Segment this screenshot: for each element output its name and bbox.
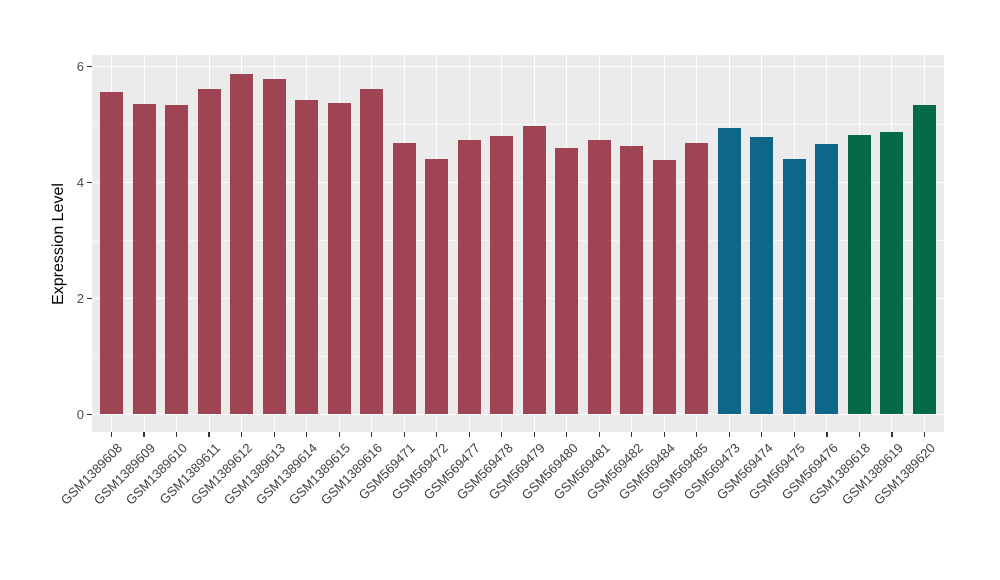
x-axis-tick — [826, 432, 828, 437]
bar-GSM1389611 — [197, 88, 221, 414]
y-axis-tick — [87, 297, 92, 299]
x-axis-tick — [631, 432, 633, 437]
x-axis-tick — [891, 432, 893, 437]
x-axis-tick — [175, 432, 178, 437]
x-axis-tick — [306, 432, 308, 437]
bar-GSM1389619 — [880, 132, 904, 414]
bar-GSM1389616 — [360, 89, 384, 414]
minor-gridline — [92, 356, 944, 357]
plot-panel — [92, 55, 944, 432]
x-axis-tick — [598, 432, 600, 437]
x-axis-tick — [403, 432, 405, 437]
bar-GSM569484 — [652, 159, 676, 414]
x-axis-tick — [663, 432, 665, 437]
y-tick-label: 6 — [76, 58, 84, 74]
major-gridline — [92, 413, 944, 416]
bar-GSM1389615 — [327, 103, 351, 414]
bar-GSM569473 — [717, 128, 741, 414]
x-axis-tick — [501, 432, 503, 437]
bar-GSM1389609 — [132, 103, 156, 414]
x-axis-tick — [696, 432, 698, 437]
x-axis-tick — [761, 432, 763, 437]
x-axis-tick — [923, 432, 926, 437]
bar-GSM1389614 — [295, 100, 319, 414]
major-gridline — [92, 297, 944, 300]
bar-GSM569475 — [782, 158, 806, 414]
bar-GSM569482 — [620, 146, 644, 414]
bar-GSM569477 — [457, 139, 481, 414]
x-axis-tick — [533, 432, 535, 437]
y-axis-tick — [87, 65, 92, 67]
bar-GSM569471 — [392, 143, 416, 414]
y-tick-label: 4 — [76, 174, 84, 190]
x-axis-tick — [338, 432, 340, 437]
x-axis-tick — [371, 432, 373, 437]
y-axis-tick — [87, 413, 92, 415]
bar-GSM1389610 — [165, 105, 189, 414]
y-tick-label: 2 — [76, 290, 84, 306]
x-axis-tick — [793, 432, 795, 437]
y-axis-title: Expression Level — [50, 182, 67, 305]
minor-gridline — [92, 240, 944, 241]
bar-GSM1389618 — [847, 135, 871, 414]
bar-GSM1389613 — [262, 78, 286, 414]
x-axis-tick — [468, 432, 470, 437]
major-gridline — [92, 181, 944, 184]
x-axis-tick — [436, 432, 438, 437]
bar-GSM1389620 — [913, 104, 936, 414]
bar-GSM569474 — [750, 137, 774, 414]
bar-GSM569476 — [815, 143, 839, 414]
y-tick-label: 0 — [76, 406, 84, 422]
bar-GSM1389608 — [100, 92, 123, 414]
x-axis-tick — [858, 432, 861, 437]
major-gridline — [92, 65, 944, 68]
bar-GSM569472 — [425, 158, 449, 414]
bar-GSM569479 — [522, 125, 546, 414]
y-axis-tick — [87, 181, 92, 183]
bar-GSM569481 — [587, 140, 611, 414]
bar-GSM1389612 — [230, 74, 254, 414]
x-axis-tick — [240, 432, 243, 437]
x-axis-tick — [728, 432, 730, 437]
bar-GSM569485 — [685, 142, 709, 414]
x-axis-tick — [143, 432, 145, 437]
minor-gridline — [92, 124, 944, 125]
x-axis-tick — [208, 432, 210, 437]
x-axis-tick — [273, 432, 275, 437]
x-axis-tick — [110, 432, 113, 437]
x-axis-tick — [566, 432, 568, 437]
bar-GSM569478 — [490, 135, 514, 414]
bar-GSM569480 — [555, 148, 579, 414]
